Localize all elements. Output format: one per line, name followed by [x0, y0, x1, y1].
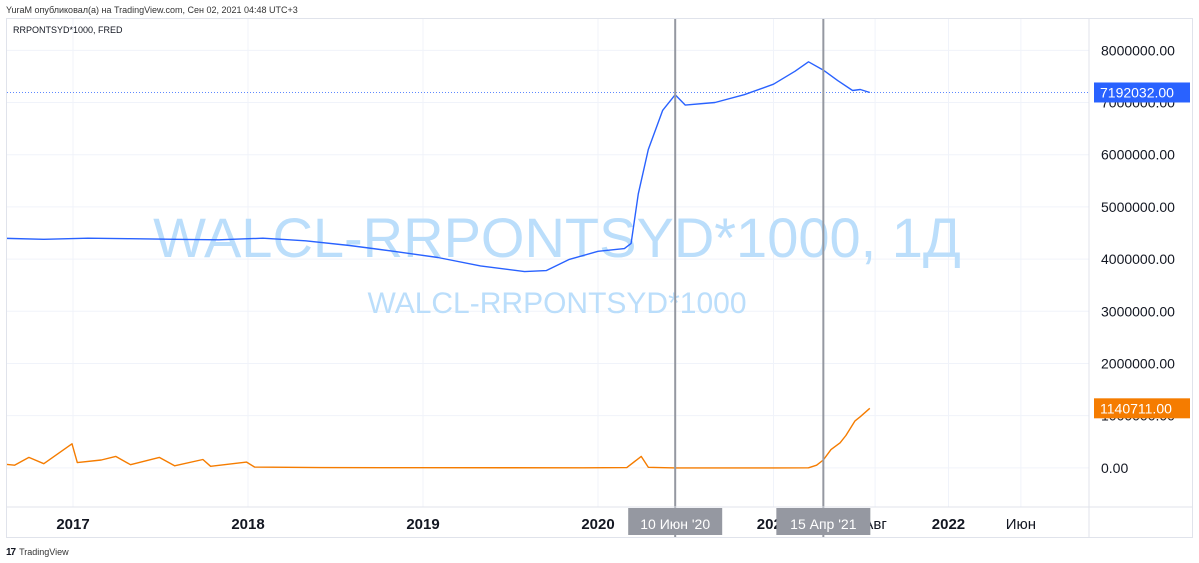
chart-svg[interactable]: WALCL-RRPONTSYD*1000, 1Д WALCL-RRPONTSYD*… [7, 19, 1192, 537]
crosshair-date-badge[interactable] [776, 508, 871, 535]
last-value-badge-1[interactable] [1094, 398, 1190, 419]
y-tick-label: 0.00 [1101, 460, 1128, 476]
crosshair-date-badge[interactable] [628, 508, 723, 535]
watermark-title: WALCL-RRPONTSYD*1000, 1Д [153, 206, 961, 269]
y-tick-label: 8000000.00 [1101, 42, 1175, 58]
series-line-rrp[interactable] [7, 407, 871, 469]
x-tick-label: 2020 [581, 516, 614, 533]
x-tick-label: Июн [1006, 516, 1036, 533]
footer: 17 TradingView [6, 544, 69, 560]
y-tick-label: 2000000.00 [1101, 355, 1175, 371]
axis-layer: RRPONTSYD*1000, FRED8000000.007000000.00… [7, 19, 1192, 537]
legend-label: RRPONTSYD*1000, FRED [13, 25, 123, 35]
y-tick-label: 4000000.00 [1101, 251, 1175, 267]
grid-layer [7, 19, 1089, 507]
series-layer [7, 61, 1089, 469]
y-tick-label: 6000000.00 [1101, 147, 1175, 163]
chart-area[interactable]: WALCL-RRPONTSYD*1000, 1Д WALCL-RRPONTSYD*… [6, 18, 1193, 538]
crosshair-date-label: 15 Апр '21 [790, 516, 857, 532]
tradingview-logo-icon[interactable]: 17 [6, 546, 16, 558]
x-tick-label: 2018 [231, 516, 264, 533]
y-tick-label: 5000000.00 [1101, 199, 1175, 215]
x-tick-label: 2017 [56, 516, 89, 533]
publish-line: YuraM опубликовал(а) на TradingView.com,… [6, 5, 298, 15]
x-tick-label: 2019 [406, 516, 439, 533]
last-value-label: 1140711.00 [1100, 400, 1172, 416]
watermark-layer: WALCL-RRPONTSYD*1000, 1Д WALCL-RRPONTSYD*… [153, 206, 961, 320]
tradingview-brand[interactable]: TradingView [19, 547, 69, 557]
y-tick-label: 3000000.00 [1101, 303, 1175, 319]
x-tick-label: 2022 [932, 516, 965, 533]
watermark-subtitle: WALCL-RRPONTSYD*1000 [368, 287, 747, 320]
last-value-badge-0[interactable] [1094, 82, 1190, 103]
last-value-label: 7192032.00 [1100, 84, 1174, 100]
crosshair-date-label: 10 Июн '20 [640, 516, 710, 532]
crosshair-layer [674, 19, 825, 537]
series-line-walcl[interactable] [7, 61, 871, 273]
